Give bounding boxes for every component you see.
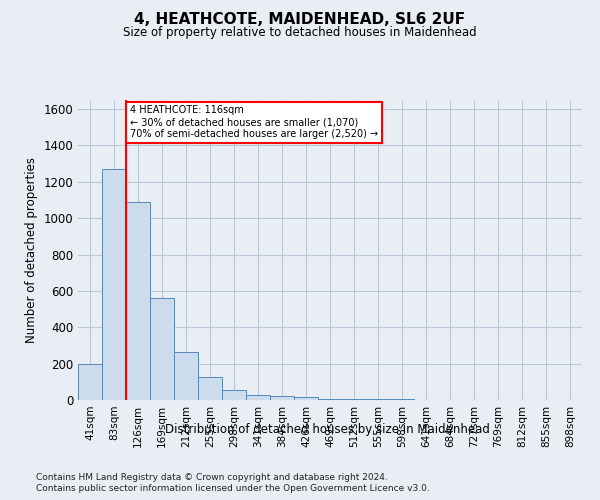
Bar <box>222 390 246 400</box>
Bar <box>366 399 390 400</box>
Bar <box>150 298 174 400</box>
Bar <box>102 169 126 400</box>
Bar <box>198 378 222 400</box>
Text: Distribution of detached houses by size in Maidenhead: Distribution of detached houses by size … <box>164 422 490 436</box>
Bar <box>174 352 198 400</box>
Bar <box>342 399 366 400</box>
Bar <box>246 394 270 400</box>
Bar <box>318 399 342 400</box>
Text: Size of property relative to detached houses in Maidenhead: Size of property relative to detached ho… <box>123 26 477 39</box>
Bar <box>390 399 414 400</box>
Text: Contains HM Land Registry data © Crown copyright and database right 2024.: Contains HM Land Registry data © Crown c… <box>36 472 388 482</box>
Text: 4, HEATHCOTE, MAIDENHEAD, SL6 2UF: 4, HEATHCOTE, MAIDENHEAD, SL6 2UF <box>134 12 466 28</box>
Text: 4 HEATHCOTE: 116sqm
← 30% of detached houses are smaller (1,070)
70% of semi-det: 4 HEATHCOTE: 116sqm ← 30% of detached ho… <box>130 106 378 138</box>
Y-axis label: Number of detached properties: Number of detached properties <box>25 157 38 343</box>
Bar <box>294 398 318 400</box>
Bar <box>78 364 102 400</box>
Bar <box>270 396 294 400</box>
Text: Contains public sector information licensed under the Open Government Licence v3: Contains public sector information licen… <box>36 484 430 493</box>
Bar <box>126 202 150 400</box>
